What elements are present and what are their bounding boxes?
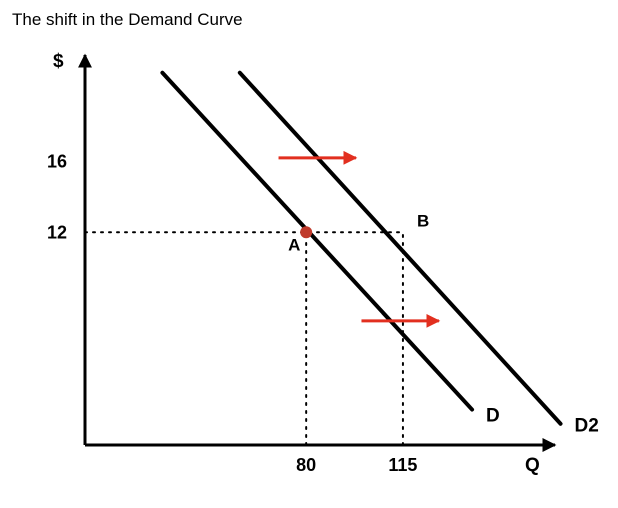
y-tick-label: 16 [47, 151, 67, 171]
x-tick-label: 115 [388, 455, 417, 475]
curve-label-D: D [486, 406, 500, 427]
curve-label-D2: D2 [575, 416, 599, 437]
y-axis-label: $ [53, 51, 64, 72]
point-label-B: B [417, 211, 429, 230]
x-axis-label: Q [525, 455, 540, 476]
chart-title: The shift in the Demand Curve [12, 10, 243, 30]
demand-curve-D [162, 73, 472, 410]
demand-shift-chart: D D2 A B $ Q 16 12 80 115 [0, 0, 618, 508]
point-marker-A [300, 226, 312, 238]
x-tick-label: 80 [296, 455, 316, 475]
y-tick-label: 12 [47, 222, 67, 242]
point-label-A: A [288, 235, 300, 254]
